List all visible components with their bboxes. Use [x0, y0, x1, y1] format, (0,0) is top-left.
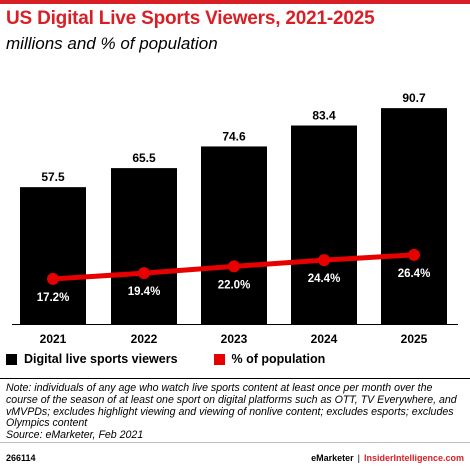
chart-title: US Digital Live Sports Viewers, 2021-202… — [6, 8, 375, 29]
population-value-label-2025: 26.4% — [398, 268, 431, 280]
legend: Digital live sports viewers % of populat… — [6, 352, 325, 366]
population-point-2023 — [228, 260, 240, 273]
source-text: Source: eMarketer, Feb 2021 — [6, 429, 144, 442]
bar-2025 — [381, 108, 447, 324]
population-point-2025 — [408, 248, 420, 261]
legend-label-viewers: Digital live sports viewers — [24, 352, 178, 366]
bar-value-label-2022: 65.5 — [132, 151, 156, 165]
bar-2023 — [201, 146, 267, 324]
population-point-2024 — [318, 254, 330, 267]
x-tick-label-2024: 2024 — [311, 332, 338, 346]
x-tick-label-2021: 2021 — [40, 332, 67, 346]
x-tick-label-2023: 2023 — [221, 332, 248, 346]
bar-2024 — [291, 125, 357, 325]
chart-area: 57.5 65.5 74.6 83.4 90.7 17.2% 19.4% 22.0% 24.4%… — [12, 91, 458, 346]
population-value-label-2022: 19.4% — [128, 286, 161, 298]
bar-value-label-2021: 57.5 — [41, 170, 65, 184]
population-value-label-2024: 24.4% — [308, 273, 341, 285]
legend-item-population: % of population — [213, 352, 326, 366]
chart-id: 266114 — [6, 453, 36, 463]
x-tick-label-2022: 2022 — [131, 332, 158, 346]
footer-brand: eMarketer | InsiderIntelligence.com — [311, 453, 464, 463]
bar-value-label-2024: 83.4 — [312, 109, 336, 123]
population-point-2022 — [138, 267, 150, 280]
legend-label-population: % of population — [231, 352, 326, 366]
brand-separator: | — [357, 453, 360, 463]
brand-insider-intelligence: InsiderIntelligence.com — [363, 453, 464, 463]
bar-value-label-2023: 74.6 — [222, 129, 246, 143]
population-value-label-2023: 22.0% — [218, 279, 251, 291]
note-text: Note: individuals of any age who watch l… — [6, 382, 457, 430]
divider — [0, 378, 470, 379]
bar-2022 — [111, 168, 177, 324]
footer-divider — [0, 442, 470, 443]
x-tick-label-2025: 2025 — [401, 332, 428, 346]
legend-item-viewers: Digital live sports viewers — [6, 352, 178, 366]
note-block: Note: individuals of any age who watch l… — [6, 382, 464, 442]
population-point-2021 — [47, 272, 59, 285]
chart-subtitle: millions and % of population — [6, 34, 218, 53]
top-accent-bar — [0, 0, 470, 4]
brand-emarketer: eMarketer — [311, 453, 354, 463]
bar-2021 — [20, 187, 86, 324]
legend-swatch-bar — [6, 353, 17, 365]
legend-swatch-line — [213, 353, 225, 365]
population-value-label-2021: 17.2% — [37, 292, 70, 304]
bar-value-label-2025: 90.7 — [402, 91, 426, 105]
